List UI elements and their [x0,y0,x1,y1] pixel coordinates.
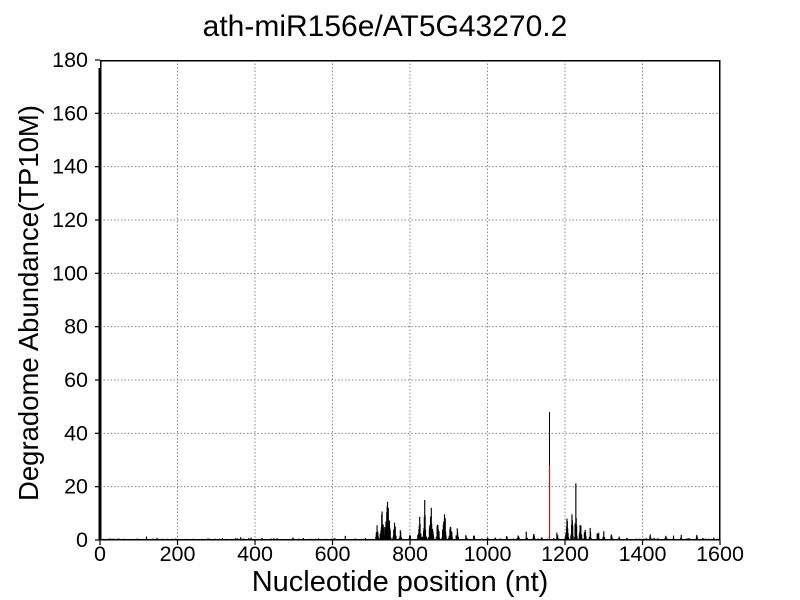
svg-text:180: 180 [52,48,88,72]
svg-text:800: 800 [392,542,428,566]
svg-text:1400: 1400 [619,542,667,566]
svg-text:160: 160 [52,101,88,125]
svg-text:400: 400 [237,542,273,566]
svg-text:60: 60 [64,368,88,392]
svg-text:1600: 1600 [696,542,744,566]
svg-text:0: 0 [76,528,88,552]
svg-text:120: 120 [52,208,88,232]
svg-text:140: 140 [52,155,88,179]
svg-text:100: 100 [52,261,88,285]
svg-text:1000: 1000 [464,542,512,566]
svg-text:1200: 1200 [541,542,589,566]
svg-text:600: 600 [315,542,351,566]
svg-text:0: 0 [94,542,106,566]
svg-text:20: 20 [64,475,88,499]
svg-text:40: 40 [64,421,88,445]
svg-text:200: 200 [160,542,196,566]
svg-text:80: 80 [64,315,88,339]
